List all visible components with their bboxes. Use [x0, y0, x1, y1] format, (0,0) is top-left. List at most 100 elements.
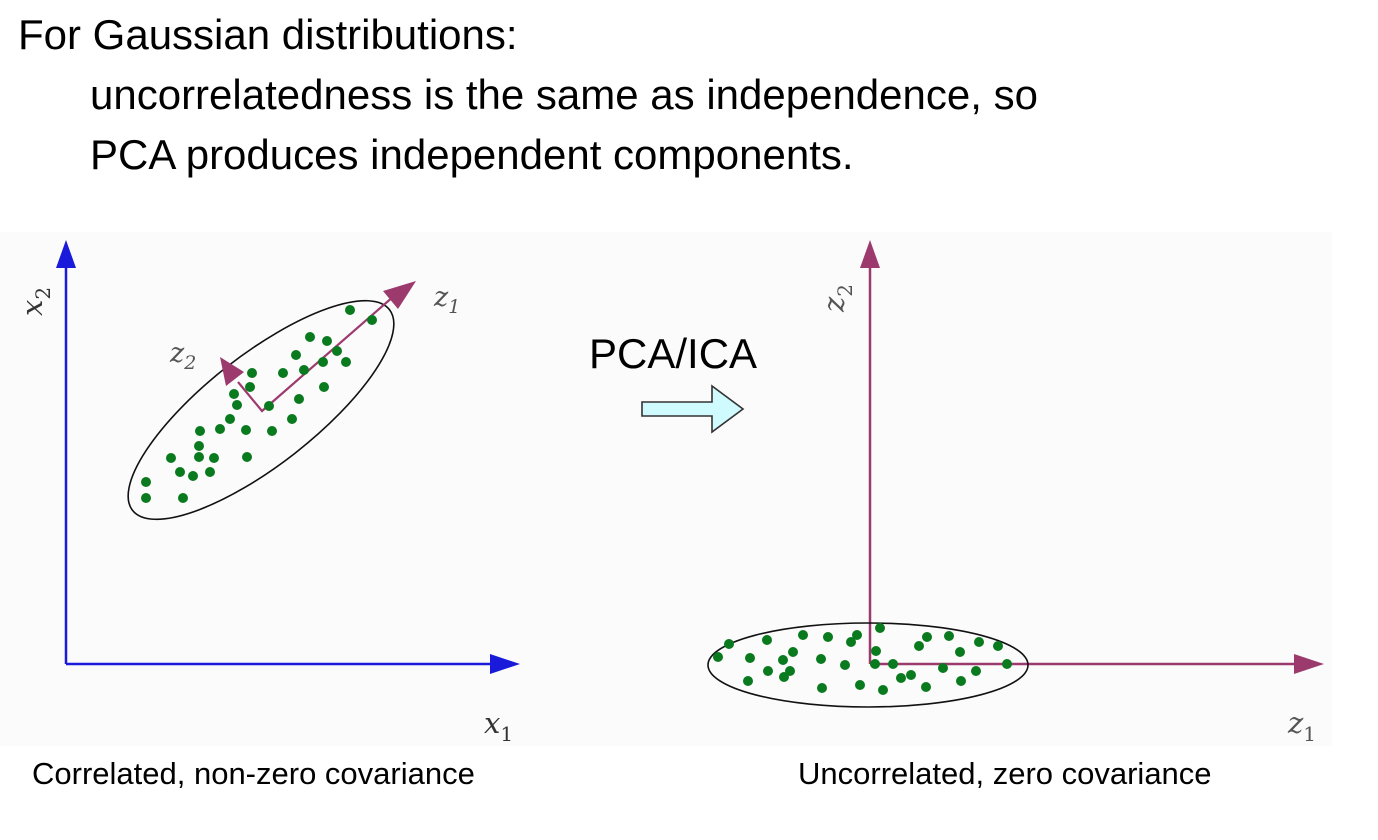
scatter-point [232, 400, 242, 410]
scatter-point [322, 336, 332, 346]
scatter-point [291, 350, 301, 360]
scatter-point [871, 646, 881, 656]
scatter-point [840, 660, 850, 670]
left-y-arrowhead [56, 240, 76, 268]
transform-group: PCA/ICA [589, 330, 757, 434]
scatter-point [778, 655, 788, 665]
right-y-arrowhead [860, 240, 880, 268]
right-caption: Uncorrelated, zero covariance [798, 756, 1212, 791]
scatter-point [209, 453, 219, 463]
scatter-point [245, 382, 255, 392]
scatter-point [141, 493, 151, 503]
transform-label: PCA/ICA [589, 330, 757, 377]
pca-diagram: z1 z2 x1 x2 Correlated, non-zero covaria… [0, 232, 1332, 791]
z2-axis-label: z2 [817, 284, 857, 313]
scatter-point [955, 647, 965, 657]
left-panel: z1 z2 x1 x2 Correlated, non-zero covaria… [15, 240, 520, 791]
scatter-point [345, 305, 355, 315]
scatter-point [896, 673, 906, 683]
heading-line-1: For Gaussian distributions: [18, 11, 518, 58]
scatter-point [195, 426, 205, 436]
scatter-point [287, 414, 297, 424]
left-caption: Correlated, non-zero covariance [32, 756, 475, 791]
x2-axis-label: x2 [15, 287, 55, 316]
scatter-point [367, 315, 377, 325]
scatter-point [141, 477, 151, 487]
z1-label: z1 [433, 282, 460, 318]
scatter-point [305, 332, 315, 342]
scatter-point [264, 401, 274, 411]
scatter-point [875, 623, 885, 633]
x1-axis-label: x1 [484, 706, 513, 746]
z1-label-sub: 1 [448, 296, 460, 318]
scatter-point [817, 683, 827, 693]
scatter-point [294, 394, 304, 404]
heading-line-2: uncorrelatedness is the same as independ… [90, 71, 1038, 118]
z2-axis-label-sub: 2 [833, 284, 857, 297]
scatter-point [188, 471, 198, 481]
z1-arrowhead [383, 281, 416, 309]
transform-arrow-icon [641, 384, 745, 434]
scatter-point [215, 424, 225, 434]
z1-axis-label-main: z [1287, 706, 1304, 740]
scatter-point [205, 467, 215, 477]
scatter-point [713, 652, 723, 662]
scatter-point [242, 452, 252, 462]
scatter-point [178, 493, 188, 503]
left-x-arrowhead [490, 654, 520, 674]
scatter-point [241, 425, 251, 435]
scatter-point [914, 641, 924, 651]
x1-axis-label-sub: 1 [500, 722, 513, 746]
scatter-point [798, 630, 808, 640]
scatter-point [878, 685, 888, 695]
scatter-point [763, 666, 773, 676]
scatter-point [855, 680, 865, 690]
scatter-point [944, 631, 954, 641]
scatter-point [971, 666, 981, 676]
scatter-point [724, 639, 734, 649]
scatter-point [225, 414, 235, 424]
z1-z2-axes [237, 295, 395, 413]
scatter-point [779, 672, 789, 682]
scatter-point [1002, 659, 1012, 669]
scatter-point [247, 368, 257, 378]
scatter-point [743, 676, 753, 686]
scatter-point [745, 653, 755, 663]
figure-background [0, 232, 1332, 746]
scatter-point [921, 682, 931, 692]
z2-label: z2 [169, 338, 196, 374]
z1-axis-label: z1 [1287, 706, 1316, 746]
right-x-arrowhead [1294, 654, 1324, 674]
scatter-point [906, 670, 916, 680]
scatter-point [319, 382, 329, 392]
z1-axis-label-sub: 1 [1303, 722, 1316, 746]
scatter-point [175, 467, 185, 477]
right-data-ellipse [707, 622, 1029, 708]
scatter-point [194, 452, 204, 462]
scatter-point [318, 357, 328, 367]
scatter-point [816, 654, 826, 664]
scatter-point [267, 426, 277, 436]
scatter-point [974, 637, 984, 647]
x2-axis-label-main: x [15, 300, 49, 316]
z2-label-sub: 2 [183, 352, 196, 374]
scatter-point [852, 630, 862, 640]
z2-arrowhead [220, 357, 244, 386]
scatter-point [870, 659, 880, 669]
scatter-point [956, 676, 966, 686]
scatter-point [788, 647, 798, 657]
scatter-point [278, 368, 288, 378]
scatter-point [229, 389, 239, 399]
x1-axis-label-main: x [484, 706, 500, 740]
z2-label-main: z [169, 338, 185, 369]
x2-axis-label-sub: 2 [31, 287, 55, 300]
scatter-point [823, 632, 833, 642]
scatter-point [332, 346, 342, 356]
scatter-point [888, 659, 898, 669]
right-panel: z1 z2 Uncorrelated, zero covariance [707, 240, 1324, 791]
scatter-point [922, 632, 932, 642]
left-scatter-points [141, 305, 377, 503]
scatter-point [341, 357, 351, 367]
scatter-point [938, 663, 948, 673]
scatter-point [194, 441, 204, 451]
